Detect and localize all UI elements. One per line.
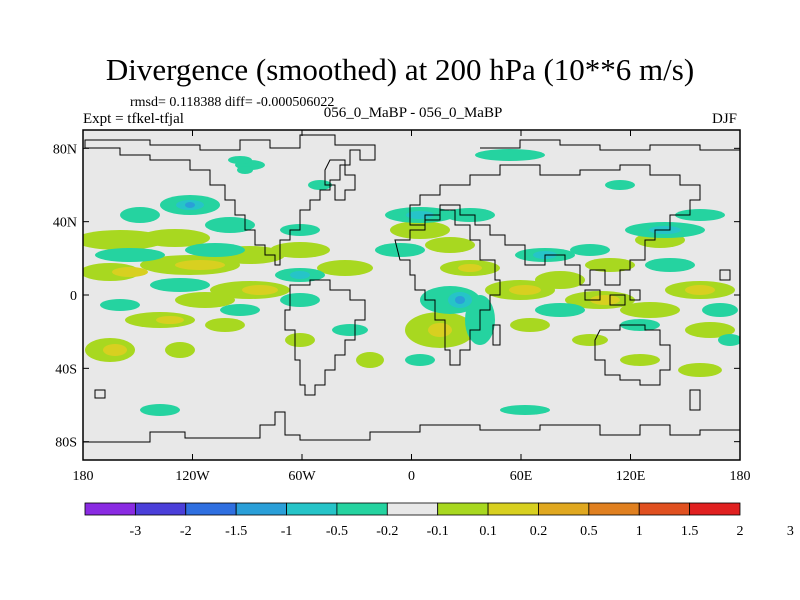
colorbar-swatch: [185, 502, 237, 516]
colorbar-swatch: [638, 502, 691, 516]
lon-tick-label: 60W: [288, 469, 316, 484]
lat-tick-label: 0: [70, 289, 77, 304]
divergence-field: [83, 149, 740, 416]
colorbar-swatch: [235, 502, 287, 516]
colorbar-label: 2: [737, 524, 744, 539]
colorbar-label: -0.1: [427, 524, 449, 539]
strong-negative-zones: [176, 200, 681, 308]
colorbar: -3 -2 -1.5 -1 -0.5 -0.2 -0.1 0.1 0.2 0.5 1 1.5 2 3: [84, 502, 794, 539]
colorbar-swatch: [487, 502, 539, 516]
stats-line: rmsd= 0.118388 diff= -0.000506022: [130, 95, 335, 110]
lon-tick-label: 120W: [175, 469, 210, 484]
colorbar-swatch: [386, 502, 439, 516]
colorbar-swatch: [689, 502, 741, 516]
colorbar-swatch: [134, 502, 187, 516]
colorbar-label: 3: [787, 524, 794, 539]
lon-tick-label: 0: [408, 469, 415, 484]
colorbar-swatch: [538, 502, 590, 516]
strong-positive-zones: [103, 260, 715, 356]
plot-title: Divergence (smoothed) at 200 hPa (10**6 …: [105, 52, 695, 87]
colorbar-label: -2: [180, 524, 192, 539]
colorbar-label: 1: [636, 524, 643, 539]
colorbar-label: -1.5: [225, 524, 247, 539]
colorbar-label: -0.2: [376, 524, 398, 539]
colorbar-swatch: [437, 502, 489, 516]
colorbar-swatch: [588, 502, 640, 516]
lat-tick-label: 40S: [55, 362, 77, 377]
subtitle: 056_0_MaBP - 056_0_MaBP: [323, 105, 503, 121]
lat-tick-label: 80S: [55, 436, 77, 451]
colorbar-label: -3: [130, 524, 142, 539]
experiment-label: Expt = tfkel-tfjal: [83, 111, 184, 127]
colorbar-label: 0.5: [580, 524, 598, 539]
colorbar-label: 0.2: [530, 524, 548, 539]
lat-tick-label: 40N: [53, 216, 77, 231]
season-label: DJF: [712, 111, 738, 127]
lon-tick-label: 120E: [616, 469, 646, 484]
strongest-negative-zones: [185, 202, 465, 304]
lon-tick-label: 180: [73, 469, 94, 484]
lon-tick-label: 60E: [510, 469, 533, 484]
map-background: [83, 130, 740, 460]
colorbar-label: -0.5: [326, 524, 348, 539]
colorbar-swatch: [336, 502, 388, 516]
lon-tick-label: 180: [730, 469, 751, 484]
colorbar-swatch: [84, 502, 136, 516]
colorbar-swatch: [286, 502, 338, 516]
coastlines: [83, 134, 740, 443]
colorbar-label: -1: [281, 524, 293, 539]
map-axes: 180 120W 60W 0 60E 120E 180 80N 40N 0 40S 80S: [53, 130, 751, 484]
colorbar-label: 1.5: [681, 524, 699, 539]
colorbar-label: 0.1: [479, 524, 497, 539]
lat-tick-label: 80N: [53, 142, 77, 157]
